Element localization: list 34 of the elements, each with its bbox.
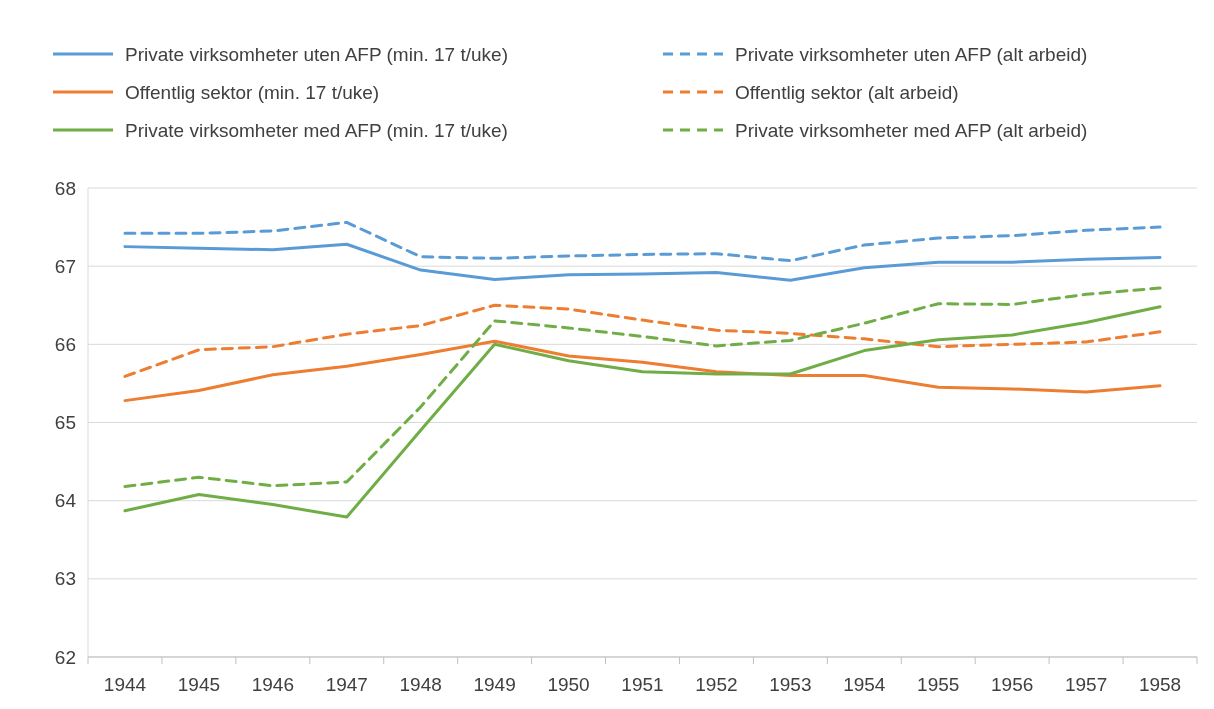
line-series (123, 339, 1162, 403)
x-tick-label: 1944 (103, 674, 147, 695)
x-tick-label: 1947 (325, 674, 368, 695)
legend-label: Offentlig sektor (alt arbeid) (735, 81, 959, 103)
legend-label: Private virksomheter med AFP (min. 17 t/uke) (125, 119, 508, 141)
x-tick-label: 1951 (621, 674, 664, 695)
y-tick-label: 65 (54, 412, 76, 434)
line-series (123, 303, 1162, 378)
x-tick-label: 1948 (399, 674, 442, 695)
x-tick-label: 1949 (473, 674, 516, 695)
legend-label: Private virksomheter med AFP (alt arbeid) (735, 119, 1088, 141)
line-series (123, 305, 1162, 519)
y-tick-label: 68 (54, 177, 76, 199)
legend-label: Private virksomheter uten AFP (min. 17 t/uke) (125, 43, 508, 65)
legend-label: Offentlig sektor (min. 17 t/uke) (125, 81, 380, 103)
legend-label: Private virksomheter uten AFP (alt arbeid) (735, 43, 1088, 65)
line-series (123, 286, 1162, 489)
line-series (123, 220, 1162, 263)
x-tick-label: 1955 (917, 674, 960, 695)
line-series (123, 242, 1162, 282)
x-tick-label: 1958 (1138, 674, 1182, 695)
y-tick-label: 67 (54, 255, 76, 277)
y-tick-label: 63 (54, 568, 76, 590)
x-tick-label: 1945 (177, 674, 221, 695)
y-tick-label: 64 (54, 490, 77, 512)
x-tick-label: 1952 (695, 674, 738, 695)
x-tick-label: 1946 (251, 674, 294, 695)
x-tick-label: 1953 (769, 674, 812, 695)
x-tick-label: 1957 (1064, 674, 1108, 695)
y-tick-label: 62 (54, 646, 76, 668)
x-tick-label: 1954 (843, 674, 886, 695)
x-tick-label: 1956 (991, 674, 1034, 695)
y-tick-label: 66 (54, 333, 76, 355)
x-tick-label: 1950 (547, 674, 590, 695)
